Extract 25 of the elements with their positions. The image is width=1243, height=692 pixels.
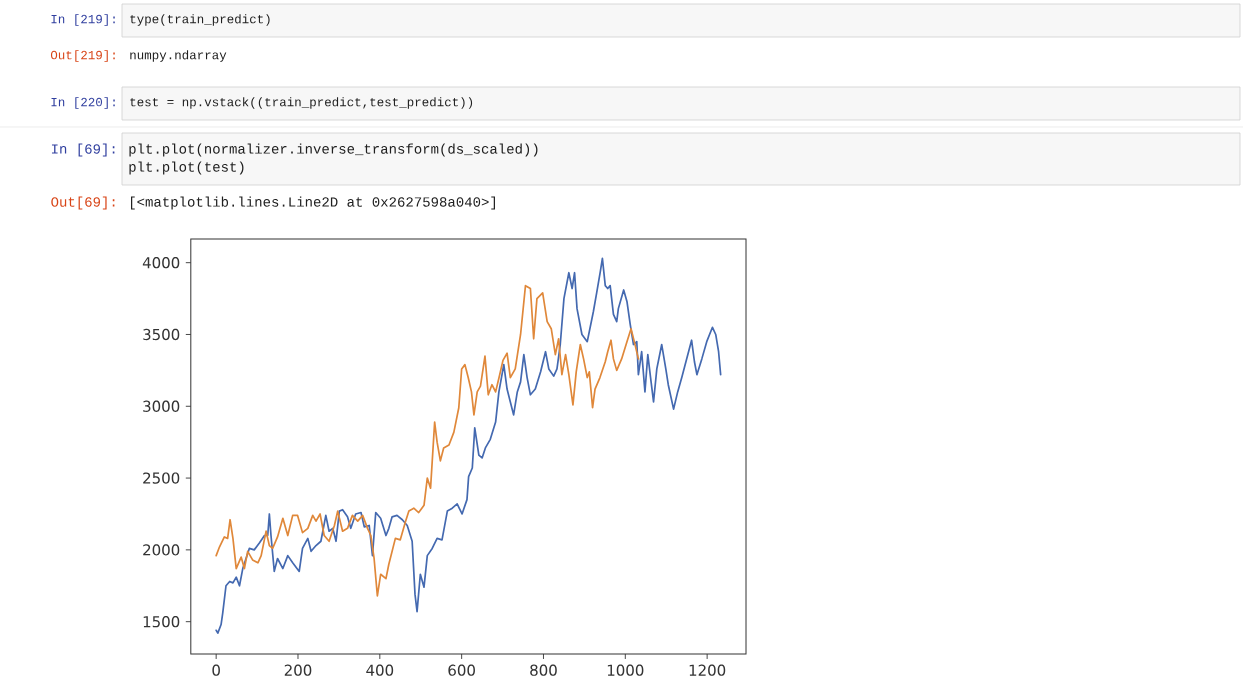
y-tick-label: 1500	[143, 616, 180, 628]
text: plt.plot(test)	[129, 161, 244, 175]
x-tick-label: 200	[284, 664, 312, 676]
y-tick-label: 2000	[143, 544, 180, 556]
x-tick-label: 0	[212, 664, 220, 676]
text: In [69]:	[51, 143, 115, 157]
x-tick-label: 800	[530, 664, 557, 676]
x-tick-label: 400	[366, 664, 394, 676]
text: test = np.vstack((train_predict,test_predict))	[130, 97, 473, 109]
text: type(train_predict)	[130, 14, 270, 26]
y-tick-label: 4000	[142, 257, 180, 269]
y-tick-label: 3000	[143, 400, 180, 412]
text: In [220]:	[51, 97, 115, 109]
text: plt.plot(normalizer.inverse_transform(ds_scaled))	[129, 143, 538, 157]
y-tick-label: 2500	[143, 472, 180, 484]
text: Out[219]:	[50, 50, 115, 62]
y-tick-label: 3500	[143, 328, 180, 341]
line-series	[215, 284, 640, 597]
text: numpy.ndarray	[130, 50, 227, 62]
text: Out[69]:	[51, 196, 115, 210]
x-tick-label: 600	[448, 664, 475, 676]
x-tick-label: 1000	[607, 664, 644, 676]
text: In [219]:	[51, 14, 115, 26]
x-tick-label: 1200	[689, 664, 726, 676]
text: [<matplotlib.lines.Line2D at 0x2627598a040>]	[131, 196, 495, 210]
